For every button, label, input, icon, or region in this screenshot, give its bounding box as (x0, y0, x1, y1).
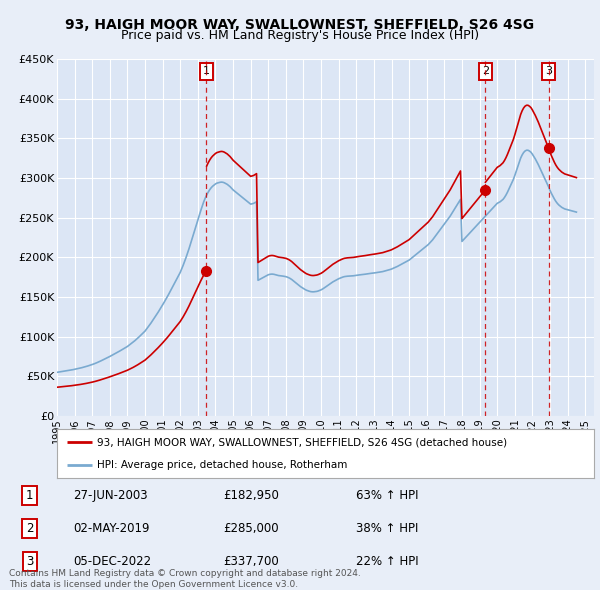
Text: 02-MAY-2019: 02-MAY-2019 (74, 522, 150, 535)
Text: 1: 1 (26, 489, 33, 502)
Text: Price paid vs. HM Land Registry's House Price Index (HPI): Price paid vs. HM Land Registry's House … (121, 30, 479, 42)
Text: 3: 3 (545, 67, 552, 77)
Text: 1: 1 (203, 67, 210, 77)
Text: 2: 2 (26, 522, 33, 535)
Text: 93, HAIGH MOOR WAY, SWALLOWNEST, SHEFFIELD, S26 4SG (detached house): 93, HAIGH MOOR WAY, SWALLOWNEST, SHEFFIE… (97, 437, 508, 447)
Text: £337,700: £337,700 (224, 555, 280, 568)
Text: £285,000: £285,000 (224, 522, 279, 535)
Text: 05-DEC-2022: 05-DEC-2022 (74, 555, 152, 568)
Text: HPI: Average price, detached house, Rotherham: HPI: Average price, detached house, Roth… (97, 460, 347, 470)
Text: £182,950: £182,950 (224, 489, 280, 502)
Text: Contains HM Land Registry data © Crown copyright and database right 2024.
This d: Contains HM Land Registry data © Crown c… (9, 569, 361, 589)
Text: 3: 3 (26, 555, 33, 568)
Text: 2: 2 (482, 67, 489, 77)
Text: 63% ↑ HPI: 63% ↑ HPI (356, 489, 418, 502)
Text: 38% ↑ HPI: 38% ↑ HPI (356, 522, 418, 535)
Text: 22% ↑ HPI: 22% ↑ HPI (356, 555, 418, 568)
Text: 93, HAIGH MOOR WAY, SWALLOWNEST, SHEFFIELD, S26 4SG: 93, HAIGH MOOR WAY, SWALLOWNEST, SHEFFIE… (65, 18, 535, 32)
Text: 27-JUN-2003: 27-JUN-2003 (74, 489, 148, 502)
